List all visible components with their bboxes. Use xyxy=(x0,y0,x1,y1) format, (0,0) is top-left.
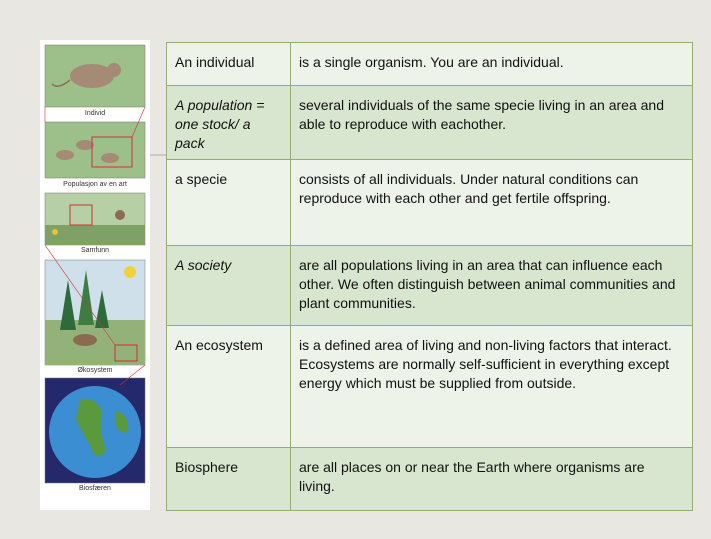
term: a specie xyxy=(167,160,291,246)
image-strip: Individ Populasjon av en art Samfunn Øko… xyxy=(40,40,150,510)
definition: consists of all individuals. Under natur… xyxy=(291,160,693,246)
term: A society xyxy=(167,246,291,326)
definition: is a single organism. You are an individ… xyxy=(291,43,693,86)
svg-text:Populasjon av en art: Populasjon av en art xyxy=(63,181,127,188)
term: An ecosystem xyxy=(167,326,291,448)
svg-text:Individ: Individ xyxy=(85,110,105,117)
illustrations: Individ Populasjon av en art Samfunn Øko… xyxy=(40,40,150,510)
definition: are all places on or near the Earth wher… xyxy=(291,448,693,511)
slide: {"images": [ {"caption": "Individ"}, {"c… xyxy=(0,0,711,539)
definition: several individuals of the same specie l… xyxy=(291,86,693,160)
definition: are all populations living in an area th… xyxy=(291,246,693,326)
connector xyxy=(150,153,166,157)
svg-text:Samfunn: Samfunn xyxy=(81,247,109,254)
term: Biosphere xyxy=(167,448,291,511)
svg-text:Økosystem: Økosystem xyxy=(77,367,112,374)
svg-text:Biosfæren: Biosfæren xyxy=(79,485,111,492)
definition: is a defined area of living and non-livi… xyxy=(291,326,693,448)
term: An individual xyxy=(167,43,291,86)
term: A population = one stock/ a pack xyxy=(167,86,291,160)
